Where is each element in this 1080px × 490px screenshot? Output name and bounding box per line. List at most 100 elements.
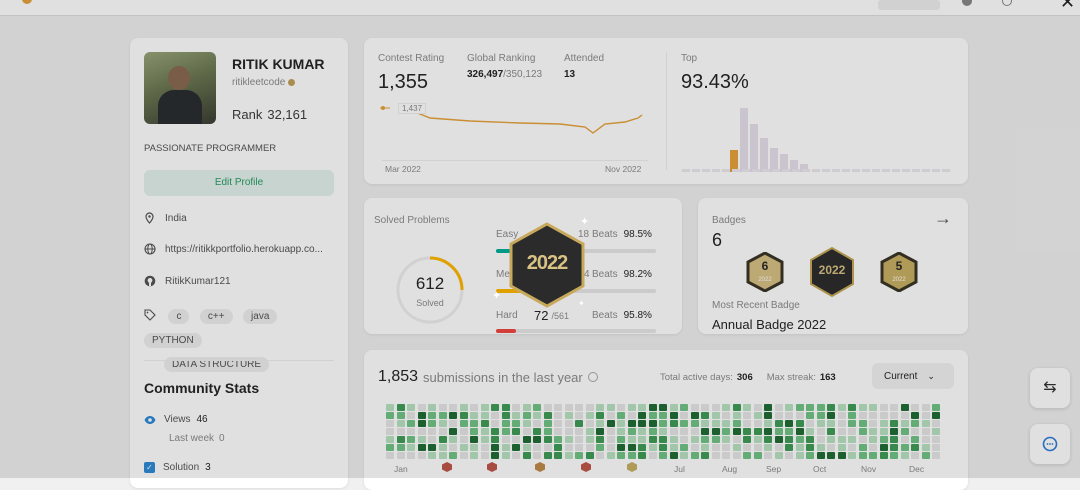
heatmap-cell[interactable] <box>795 444 804 451</box>
heatmap-cell[interactable] <box>596 404 604 411</box>
heatmap-cell[interactable] <box>459 428 468 435</box>
heatmap-cell[interactable] <box>386 428 394 435</box>
heatmap-cell[interactable] <box>932 444 940 451</box>
heatmap-cell[interactable] <box>627 420 636 427</box>
heatmap-cell[interactable] <box>827 420 835 427</box>
heatmap-cell[interactable] <box>449 436 457 443</box>
heatmap-cell[interactable] <box>764 444 772 451</box>
logo[interactable] <box>22 0 32 4</box>
heatmap-cell[interactable] <box>827 412 835 419</box>
heatmap-cell[interactable] <box>554 452 562 459</box>
heatmap-cell[interactable] <box>417 428 426 435</box>
heatmap-cell[interactable] <box>564 436 573 443</box>
heatmap-cell[interactable] <box>417 436 426 443</box>
heatmap-cell[interactable] <box>869 404 877 411</box>
heatmap-cell[interactable] <box>522 420 531 427</box>
heatmap-cell[interactable] <box>690 444 699 451</box>
heatmap-cell[interactable] <box>827 428 835 435</box>
heatmap-cell[interactable] <box>396 420 405 427</box>
heatmap-cell[interactable] <box>627 444 636 451</box>
heatmap-cell[interactable] <box>543 452 552 459</box>
heatmap-cell[interactable] <box>890 444 898 451</box>
heatmap-cell[interactable] <box>848 452 856 459</box>
heatmap-cell[interactable] <box>428 444 436 451</box>
heatmap-cell[interactable] <box>911 412 919 419</box>
heatmap-cell[interactable] <box>879 404 888 411</box>
heatmap-cell[interactable] <box>869 444 877 451</box>
heatmap-cell[interactable] <box>491 428 499 435</box>
heatmap-cell[interactable] <box>596 452 604 459</box>
heatmap-cell[interactable] <box>522 404 531 411</box>
heatmap-cell[interactable] <box>869 436 877 443</box>
heatmap-cell[interactable] <box>806 444 814 451</box>
heatmap-cell[interactable] <box>449 412 457 419</box>
heatmap-cell[interactable] <box>743 428 751 435</box>
heatmap-cell[interactable] <box>512 412 520 419</box>
heatmap-cell[interactable] <box>900 420 909 427</box>
feedback-button[interactable] <box>1030 424 1070 464</box>
heatmap-cell[interactable] <box>764 412 772 419</box>
heatmap-cell[interactable] <box>407 420 415 427</box>
github-link[interactable]: RitikKumar121 <box>165 275 231 287</box>
heatmap-cell[interactable] <box>785 420 793 427</box>
heatmap-cell[interactable] <box>428 428 436 435</box>
heatmap-cell[interactable] <box>438 444 447 451</box>
heatmap-cell[interactable] <box>837 420 846 427</box>
close-icon[interactable]: ✕ <box>1060 0 1076 12</box>
heatmap-cell[interactable] <box>501 436 510 443</box>
heatmap-cell[interactable] <box>659 412 667 419</box>
heatmap-cell[interactable] <box>722 436 730 443</box>
heatmap-cell[interactable] <box>879 444 888 451</box>
heatmap-cell[interactable] <box>417 452 426 459</box>
heatmap-cell[interactable] <box>480 452 489 459</box>
heatmap-cell[interactable] <box>564 444 573 451</box>
heatmap-cell[interactable] <box>596 412 604 419</box>
heatmap-cell[interactable] <box>890 428 898 435</box>
heatmap-cell[interactable] <box>659 404 667 411</box>
heatmap-cell[interactable] <box>543 436 552 443</box>
heatmap-cell[interactable] <box>438 420 447 427</box>
heatmap-cell[interactable] <box>449 404 457 411</box>
heatmap-cell[interactable] <box>816 404 825 411</box>
heatmap-cell[interactable] <box>449 420 457 427</box>
heatmap-cell[interactable] <box>596 436 604 443</box>
heatmap-cell[interactable] <box>659 428 667 435</box>
heatmap-cell[interactable] <box>501 428 510 435</box>
heatmap-cell[interactable] <box>638 420 646 427</box>
heatmap-cell[interactable] <box>491 404 499 411</box>
heatmap-cell[interactable] <box>806 412 814 419</box>
heatmap-cell[interactable] <box>921 404 930 411</box>
heatmap-cell[interactable] <box>858 412 867 419</box>
heatmap-cell[interactable] <box>459 404 468 411</box>
heatmap-cell[interactable] <box>533 420 541 427</box>
heatmap-cell[interactable] <box>575 428 583 435</box>
heatmap-cell[interactable] <box>438 404 447 411</box>
heatmap-cell[interactable] <box>648 420 657 427</box>
heatmap-cell[interactable] <box>921 428 930 435</box>
heatmap-cell[interactable] <box>680 436 688 443</box>
popup-badge[interactable]: 2022 <box>508 222 586 308</box>
heatmap-cell[interactable] <box>848 436 856 443</box>
heatmap-cell[interactable] <box>816 412 825 419</box>
nav-button[interactable] <box>878 0 940 10</box>
heatmap-cell[interactable] <box>827 444 835 451</box>
heatmap-cell[interactable] <box>606 436 615 443</box>
heatmap-cell[interactable] <box>480 412 489 419</box>
heatmap-cell[interactable] <box>753 452 762 459</box>
heatmap-cell[interactable] <box>459 436 468 443</box>
heatmap-cell[interactable] <box>585 412 594 419</box>
heatmap-cell[interactable] <box>774 444 783 451</box>
heatmap-cell[interactable] <box>648 436 657 443</box>
heatmap-cell[interactable] <box>459 412 468 419</box>
heatmap-cell[interactable] <box>596 420 604 427</box>
heatmap-cell[interactable] <box>659 444 667 451</box>
heatmap-cell[interactable] <box>627 404 636 411</box>
heatmap-cell[interactable] <box>564 412 573 419</box>
heatmap-cell[interactable] <box>470 412 478 419</box>
heatmap-cell[interactable] <box>722 444 730 451</box>
heatmap-cell[interactable] <box>480 436 489 443</box>
heatmap-cell[interactable] <box>396 404 405 411</box>
heatmap-cell[interactable] <box>911 444 919 451</box>
heatmap-cell[interactable] <box>774 404 783 411</box>
heatmap-cell[interactable] <box>627 436 636 443</box>
